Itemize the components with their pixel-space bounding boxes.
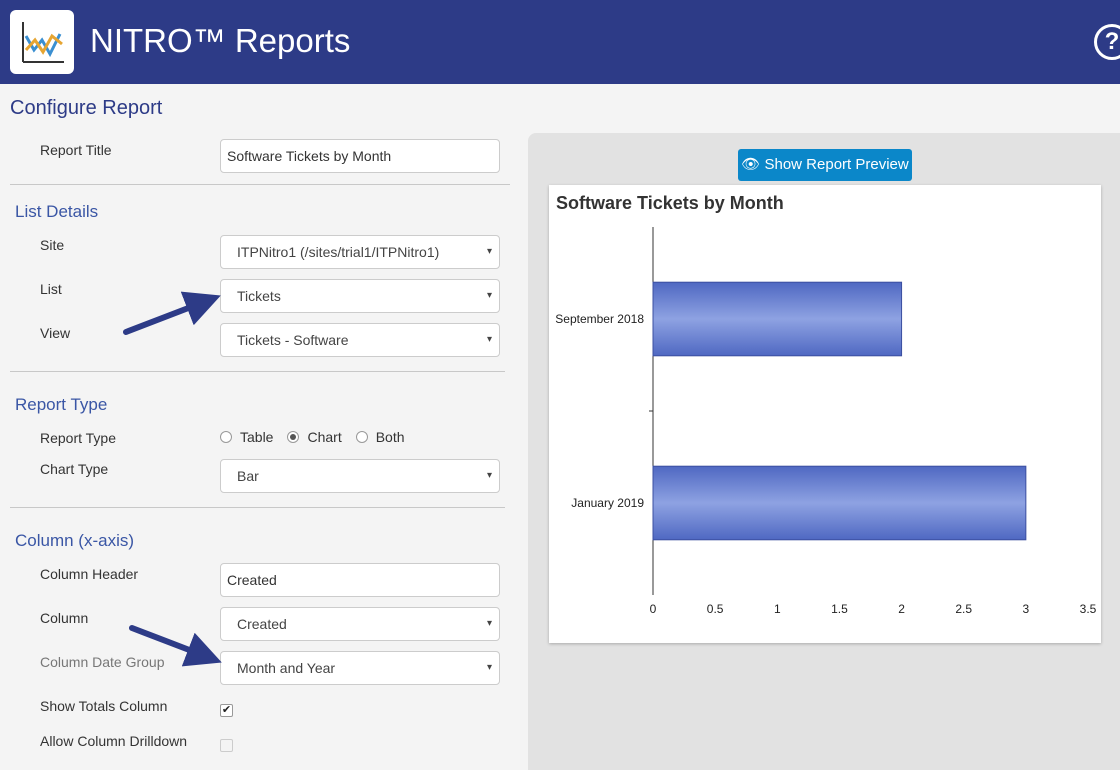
arrow-icon	[129, 625, 222, 667]
allow-drilldown-label: Allow Column Drilldown	[40, 733, 188, 749]
radio-table[interactable]: Table	[220, 429, 273, 445]
list-value: Tickets	[237, 288, 281, 304]
site-select[interactable]: ITPNitro1 (/sites/trial1/ITPNitro1) ▾	[220, 235, 500, 269]
report-type-heading: Report Type	[15, 395, 108, 414]
divider	[10, 184, 510, 185]
site-value: ITPNitro1 (/sites/trial1/ITPNitro1)	[237, 244, 440, 260]
chart-type-value: Bar	[237, 468, 259, 484]
list-details-heading: List Details	[15, 202, 99, 221]
category-label: January 2019	[571, 496, 644, 510]
app-header	[0, 0, 1120, 84]
x-tick-label: 0.5	[707, 602, 724, 616]
radio-button[interactable]	[220, 431, 232, 443]
x-tick-label: 3.5	[1080, 602, 1097, 616]
x-tick-label: 3	[1023, 602, 1030, 616]
x-tick-label: 1.5	[831, 602, 848, 616]
list-select[interactable]: Tickets ▾	[220, 279, 500, 313]
column-select[interactable]: Created ▾	[220, 607, 500, 641]
category-label: September 2018	[555, 312, 644, 326]
eye-icon: 👁	[741, 156, 761, 173]
chevron-down-icon: ▾	[486, 246, 492, 257]
chart-card	[549, 185, 1101, 643]
radio-label-both: Both	[375, 429, 405, 445]
bar[interactable]	[652, 281, 903, 357]
chart-type-label: Chart Type	[40, 461, 109, 477]
column-value: Created	[237, 616, 287, 632]
column-header-label: Column Header	[40, 566, 139, 582]
report-title-input[interactable]: Software Tickets by Month	[220, 139, 500, 173]
show-totals-label: Show Totals Column	[40, 698, 168, 714]
column-heading: Column (x-axis)	[15, 531, 135, 550]
bar[interactable]	[652, 465, 1027, 541]
help-icon[interactable]: ?	[1094, 24, 1120, 60]
show-totals-checkbox[interactable]: ✔	[220, 704, 233, 717]
x-tick-label: 0	[650, 602, 657, 616]
column-date-group-value: Month and Year	[237, 660, 336, 676]
divider	[10, 371, 505, 372]
column-header-input[interactable]: Created	[220, 563, 500, 597]
chevron-down-icon: ▾	[486, 662, 492, 673]
app-logo	[10, 10, 74, 74]
x-tick-label: 2	[898, 602, 905, 616]
radio-label-chart: Chart	[307, 429, 342, 445]
list-label: List	[40, 281, 62, 297]
page-title: Configure Report	[10, 97, 163, 119]
chevron-down-icon: ▾	[486, 618, 492, 629]
report-title-label: Report Title	[40, 142, 112, 158]
bar-chart: September 2018 January 2019 0 0.5 1 1.5 2 2.5 3 3…	[555, 227, 1097, 616]
column-date-group-label: Column Date Group	[40, 654, 165, 670]
app-title: NITRO™ Reports	[90, 22, 351, 59]
radio-chart[interactable]: Chart	[287, 429, 342, 445]
chart-title: Software Tickets by Month	[556, 193, 784, 213]
view-value: Tickets - Software	[237, 332, 349, 348]
radio-label-table: Table	[240, 429, 274, 445]
x-tick-label: 2.5	[955, 602, 972, 616]
chevron-down-icon: ▾	[486, 290, 492, 301]
report-type-radio-group: Table Chart Both	[220, 429, 419, 445]
radio-button-selected[interactable]	[287, 431, 300, 443]
column-label: Column	[40, 610, 89, 626]
chevron-down-icon: ▾	[486, 470, 492, 481]
view-label: View	[40, 325, 71, 341]
radio-both[interactable]: Both	[355, 429, 405, 445]
site-label: Site	[40, 237, 65, 253]
column-date-group-select[interactable]: Month and Year ▾	[220, 651, 500, 685]
x-tick-label: 1	[774, 602, 781, 616]
radio-button[interactable]	[355, 431, 368, 443]
divider	[10, 507, 505, 508]
allow-drilldown-checkbox[interactable]	[220, 739, 233, 752]
chevron-down-icon: ▾	[486, 334, 492, 345]
chart-type-select[interactable]: Bar ▾	[220, 459, 500, 493]
show-report-preview-button[interactable]: 👁 Show Report Preview	[738, 149, 912, 181]
preview-button-label: Show Report Preview	[764, 156, 909, 173]
line-chart-icon	[22, 22, 64, 63]
view-select[interactable]: Tickets - Software ▾	[220, 323, 500, 357]
report-type-label: Report Type	[40, 430, 117, 446]
arrow-icon	[123, 291, 221, 335]
